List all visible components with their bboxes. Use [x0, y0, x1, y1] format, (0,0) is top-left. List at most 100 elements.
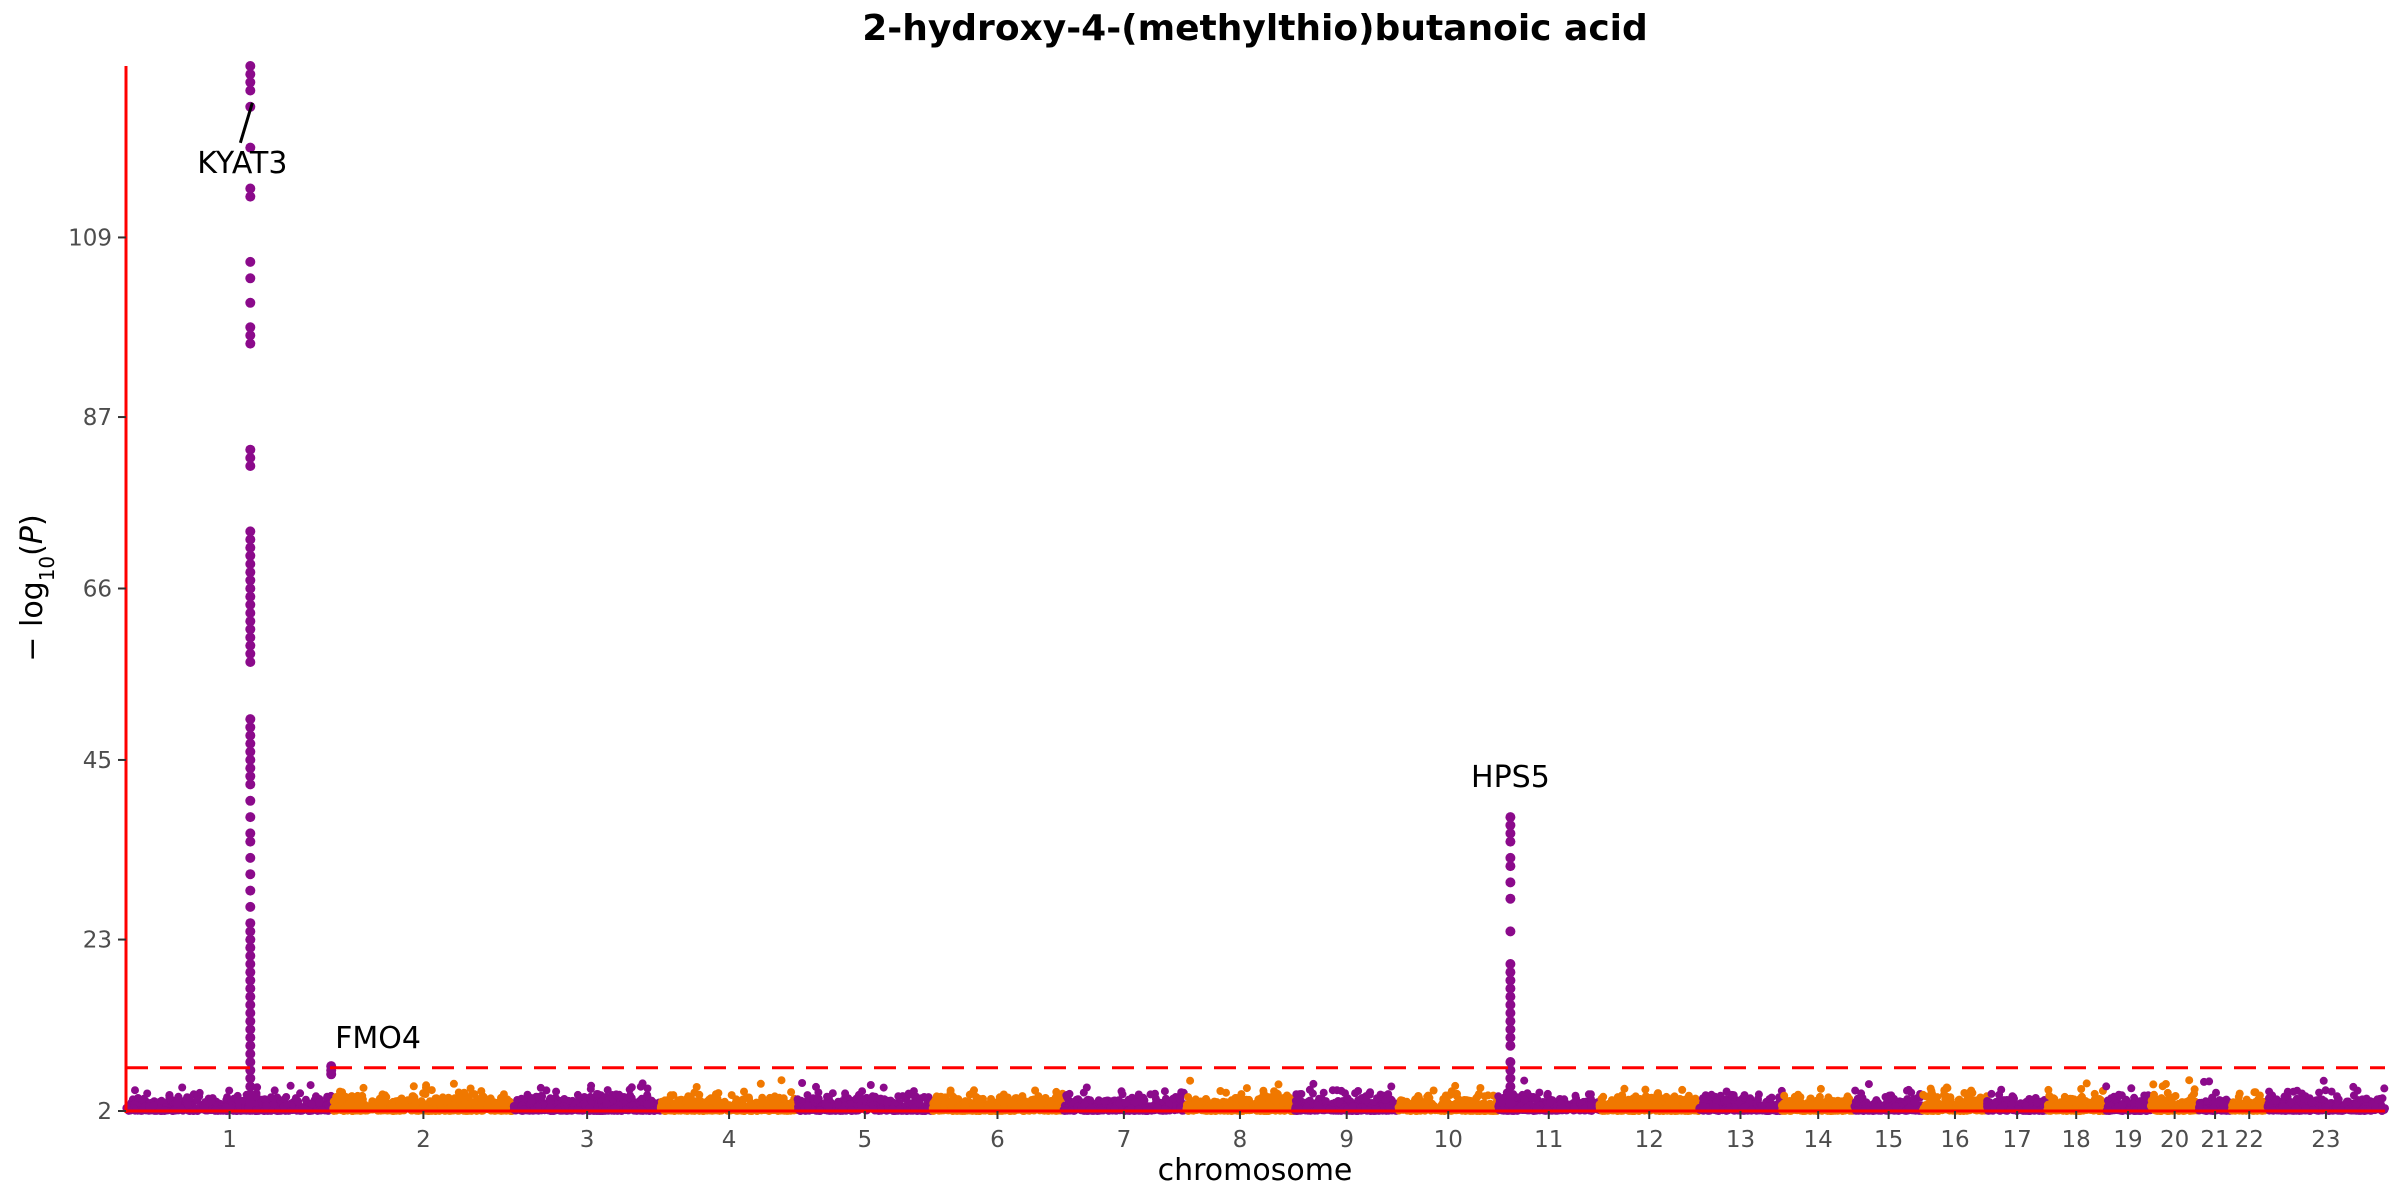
data-point [542, 1086, 551, 1095]
data-point [841, 1089, 850, 1098]
data-point [1237, 1090, 1246, 1099]
data-point [1265, 1093, 1274, 1102]
chromosome-points-8 [1182, 1076, 1299, 1115]
data-point [283, 1100, 292, 1109]
data-point [883, 1098, 892, 1107]
data-point [1052, 1087, 1061, 1096]
data-point [306, 1081, 315, 1090]
data-point [1387, 1082, 1396, 1091]
data-point [855, 1090, 863, 1099]
data-point [1161, 1094, 1170, 1103]
data-point [315, 1098, 324, 1107]
data-point [1587, 1102, 1596, 1111]
data-point [1082, 1083, 1091, 1092]
data-points [122, 61, 2389, 1115]
data-point [698, 1103, 707, 1112]
data-point [1305, 1085, 1314, 1094]
data-point [552, 1087, 561, 1096]
data-point [660, 1096, 669, 1105]
data-point [502, 1102, 511, 1110]
data-point [468, 1090, 476, 1098]
data-point [1151, 1094, 1160, 1103]
data-point [879, 1083, 888, 1092]
data-point [1186, 1076, 1195, 1085]
data-point [538, 1092, 547, 1101]
data-point [352, 1101, 361, 1110]
data-point [286, 1081, 295, 1090]
data-point [358, 1095, 367, 1104]
data-point [307, 1100, 316, 1109]
data-point [587, 1081, 596, 1090]
data-point [225, 1086, 234, 1095]
data-point [1348, 1102, 1357, 1111]
data-point [1343, 1094, 1352, 1103]
data-point [262, 1102, 271, 1111]
data-point [434, 1098, 443, 1107]
data-point [1321, 1097, 1330, 1106]
data-point [706, 1096, 715, 1105]
data-point [173, 1099, 182, 1108]
data-point [449, 1079, 458, 1088]
data-point [906, 1090, 915, 1099]
data-point [193, 1096, 202, 1105]
data-point [675, 1102, 684, 1111]
data-point [1362, 1096, 1370, 1105]
data-point [1584, 1090, 1593, 1099]
data-point [580, 1093, 589, 1101]
data-point [359, 1083, 368, 1092]
data-point [499, 1090, 508, 1099]
data-point [756, 1079, 765, 1088]
data-point [183, 1100, 192, 1109]
data-point [1006, 1099, 1015, 1108]
data-point [1328, 1086, 1337, 1095]
data-point [866, 1094, 875, 1103]
data-point [1065, 1089, 1074, 1098]
data-point [406, 1103, 415, 1112]
data-point [381, 1091, 389, 1100]
data-point [643, 1100, 651, 1109]
data-point [738, 1101, 747, 1110]
data-point [637, 1094, 646, 1103]
data-point [1038, 1099, 1046, 1108]
data-point [1319, 1088, 1328, 1097]
data-point [1274, 1080, 1283, 1089]
data-point [1160, 1087, 1169, 1096]
data-point [294, 1097, 303, 1106]
data-point [914, 1099, 923, 1108]
data-point [178, 1083, 187, 1092]
chromosome-points-4 [656, 1076, 802, 1115]
data-point [1354, 1087, 1363, 1095]
data-point [332, 1093, 341, 1101]
data-point [143, 1089, 152, 1098]
data-point [269, 1094, 278, 1103]
data-point [779, 1094, 788, 1103]
data-point [615, 1090, 624, 1099]
data-point [1117, 1087, 1126, 1096]
data-point [1134, 1090, 1143, 1099]
data-point [461, 1093, 470, 1101]
data-point [207, 1097, 216, 1106]
data-point [185, 1093, 194, 1102]
data-point [761, 1099, 770, 1107]
data-point [1175, 1094, 1184, 1103]
data-point [695, 1090, 704, 1099]
data-point [1191, 1095, 1200, 1104]
data-point [772, 1099, 781, 1108]
data-point [690, 1100, 699, 1109]
data-point [626, 1091, 635, 1100]
data-point [777, 1076, 786, 1085]
data-point [347, 1092, 356, 1101]
data-point [1293, 1094, 1302, 1103]
data-point [787, 1088, 796, 1097]
data-point [1520, 1076, 1529, 1085]
data-point [894, 1092, 903, 1101]
data-point [296, 1089, 305, 1098]
data-point [961, 1097, 970, 1106]
data-point [395, 1102, 404, 1111]
data-point [876, 1095, 885, 1104]
data-point [866, 1081, 875, 1089]
data-point [1498, 1099, 1507, 1107]
data-point [602, 1099, 611, 1108]
data-point [1080, 1100, 1089, 1109]
data-point [714, 1098, 723, 1107]
